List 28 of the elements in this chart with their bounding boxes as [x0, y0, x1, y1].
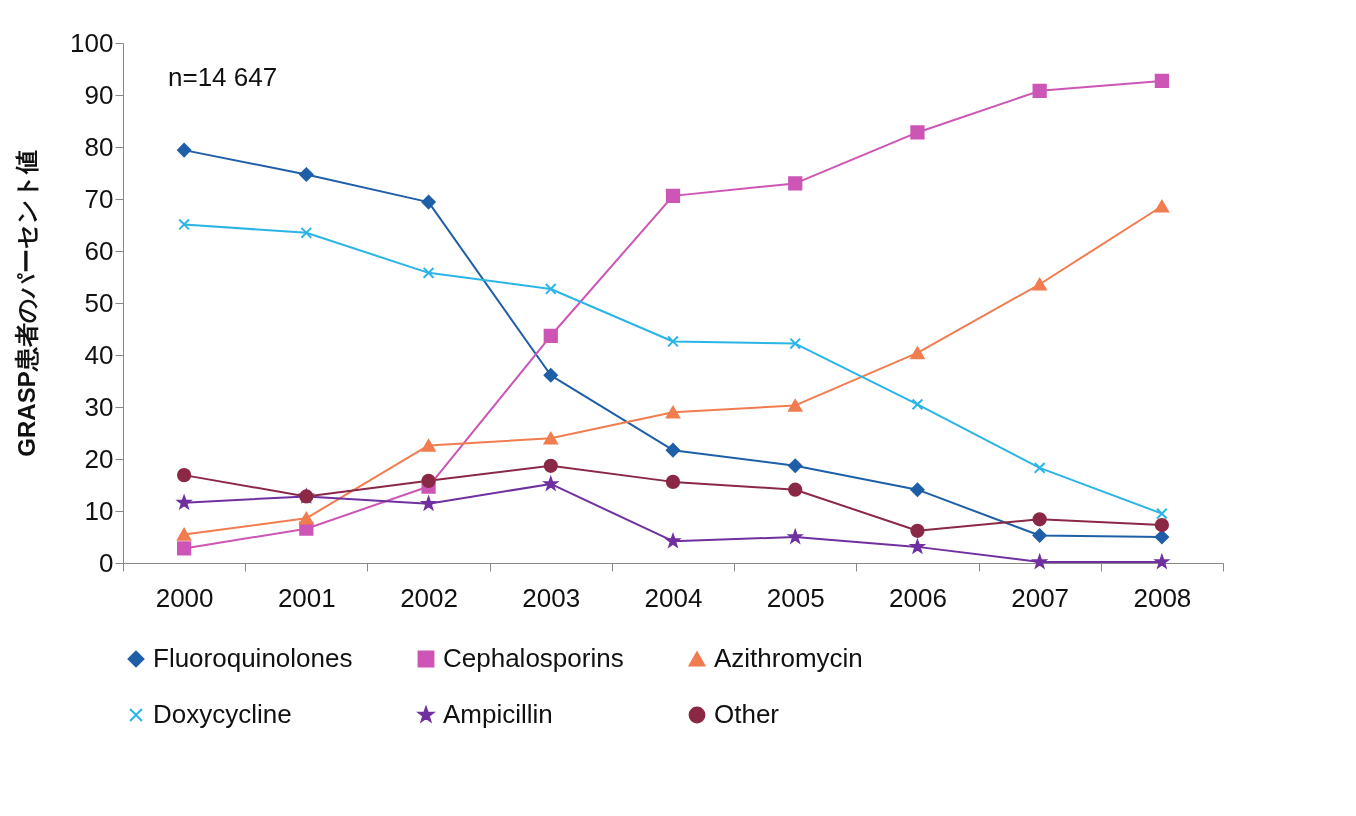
annotation: n=14 647 [168, 62, 278, 92]
legend-label: Cephalosporins [443, 643, 624, 673]
x-tick-label: 2004 [644, 582, 703, 613]
x-tick-label: 2006 [889, 582, 947, 613]
y-tick-label: 20 [84, 443, 114, 474]
legend-label: Other [714, 699, 780, 729]
x-tick-label: 2007 [1011, 582, 1070, 613]
y-tick-label: 10 [84, 495, 114, 526]
x-tick-label: 2001 [277, 582, 336, 613]
y-axis-title: GRASP患者のパーセント値 [13, 150, 41, 457]
legend-label: Doxycycline [153, 699, 292, 729]
y-tick-label: 100 [70, 27, 114, 58]
legend-label: Fluoroquinolones [153, 643, 353, 673]
y-tick-label: 0 [99, 547, 114, 578]
y-tick-label: 30 [84, 391, 114, 422]
legend-label: Azithromycin [714, 643, 863, 673]
x-tick-label: 2003 [522, 582, 581, 613]
y-tick-label: 90 [84, 79, 114, 110]
y-tick-label: 50 [84, 287, 114, 318]
x-tick-label: 2002 [400, 582, 458, 613]
x-tick-label: 2005 [766, 582, 825, 613]
y-tick-label: 40 [84, 339, 114, 370]
x-tick-label: 2000 [155, 582, 214, 613]
y-tick-label: 70 [84, 183, 114, 214]
y-tick-label: 80 [84, 131, 114, 162]
y-tick-label: 60 [84, 235, 114, 266]
legend-label: Ampicillin [443, 699, 553, 729]
x-tick-label: 2008 [1133, 582, 1192, 613]
